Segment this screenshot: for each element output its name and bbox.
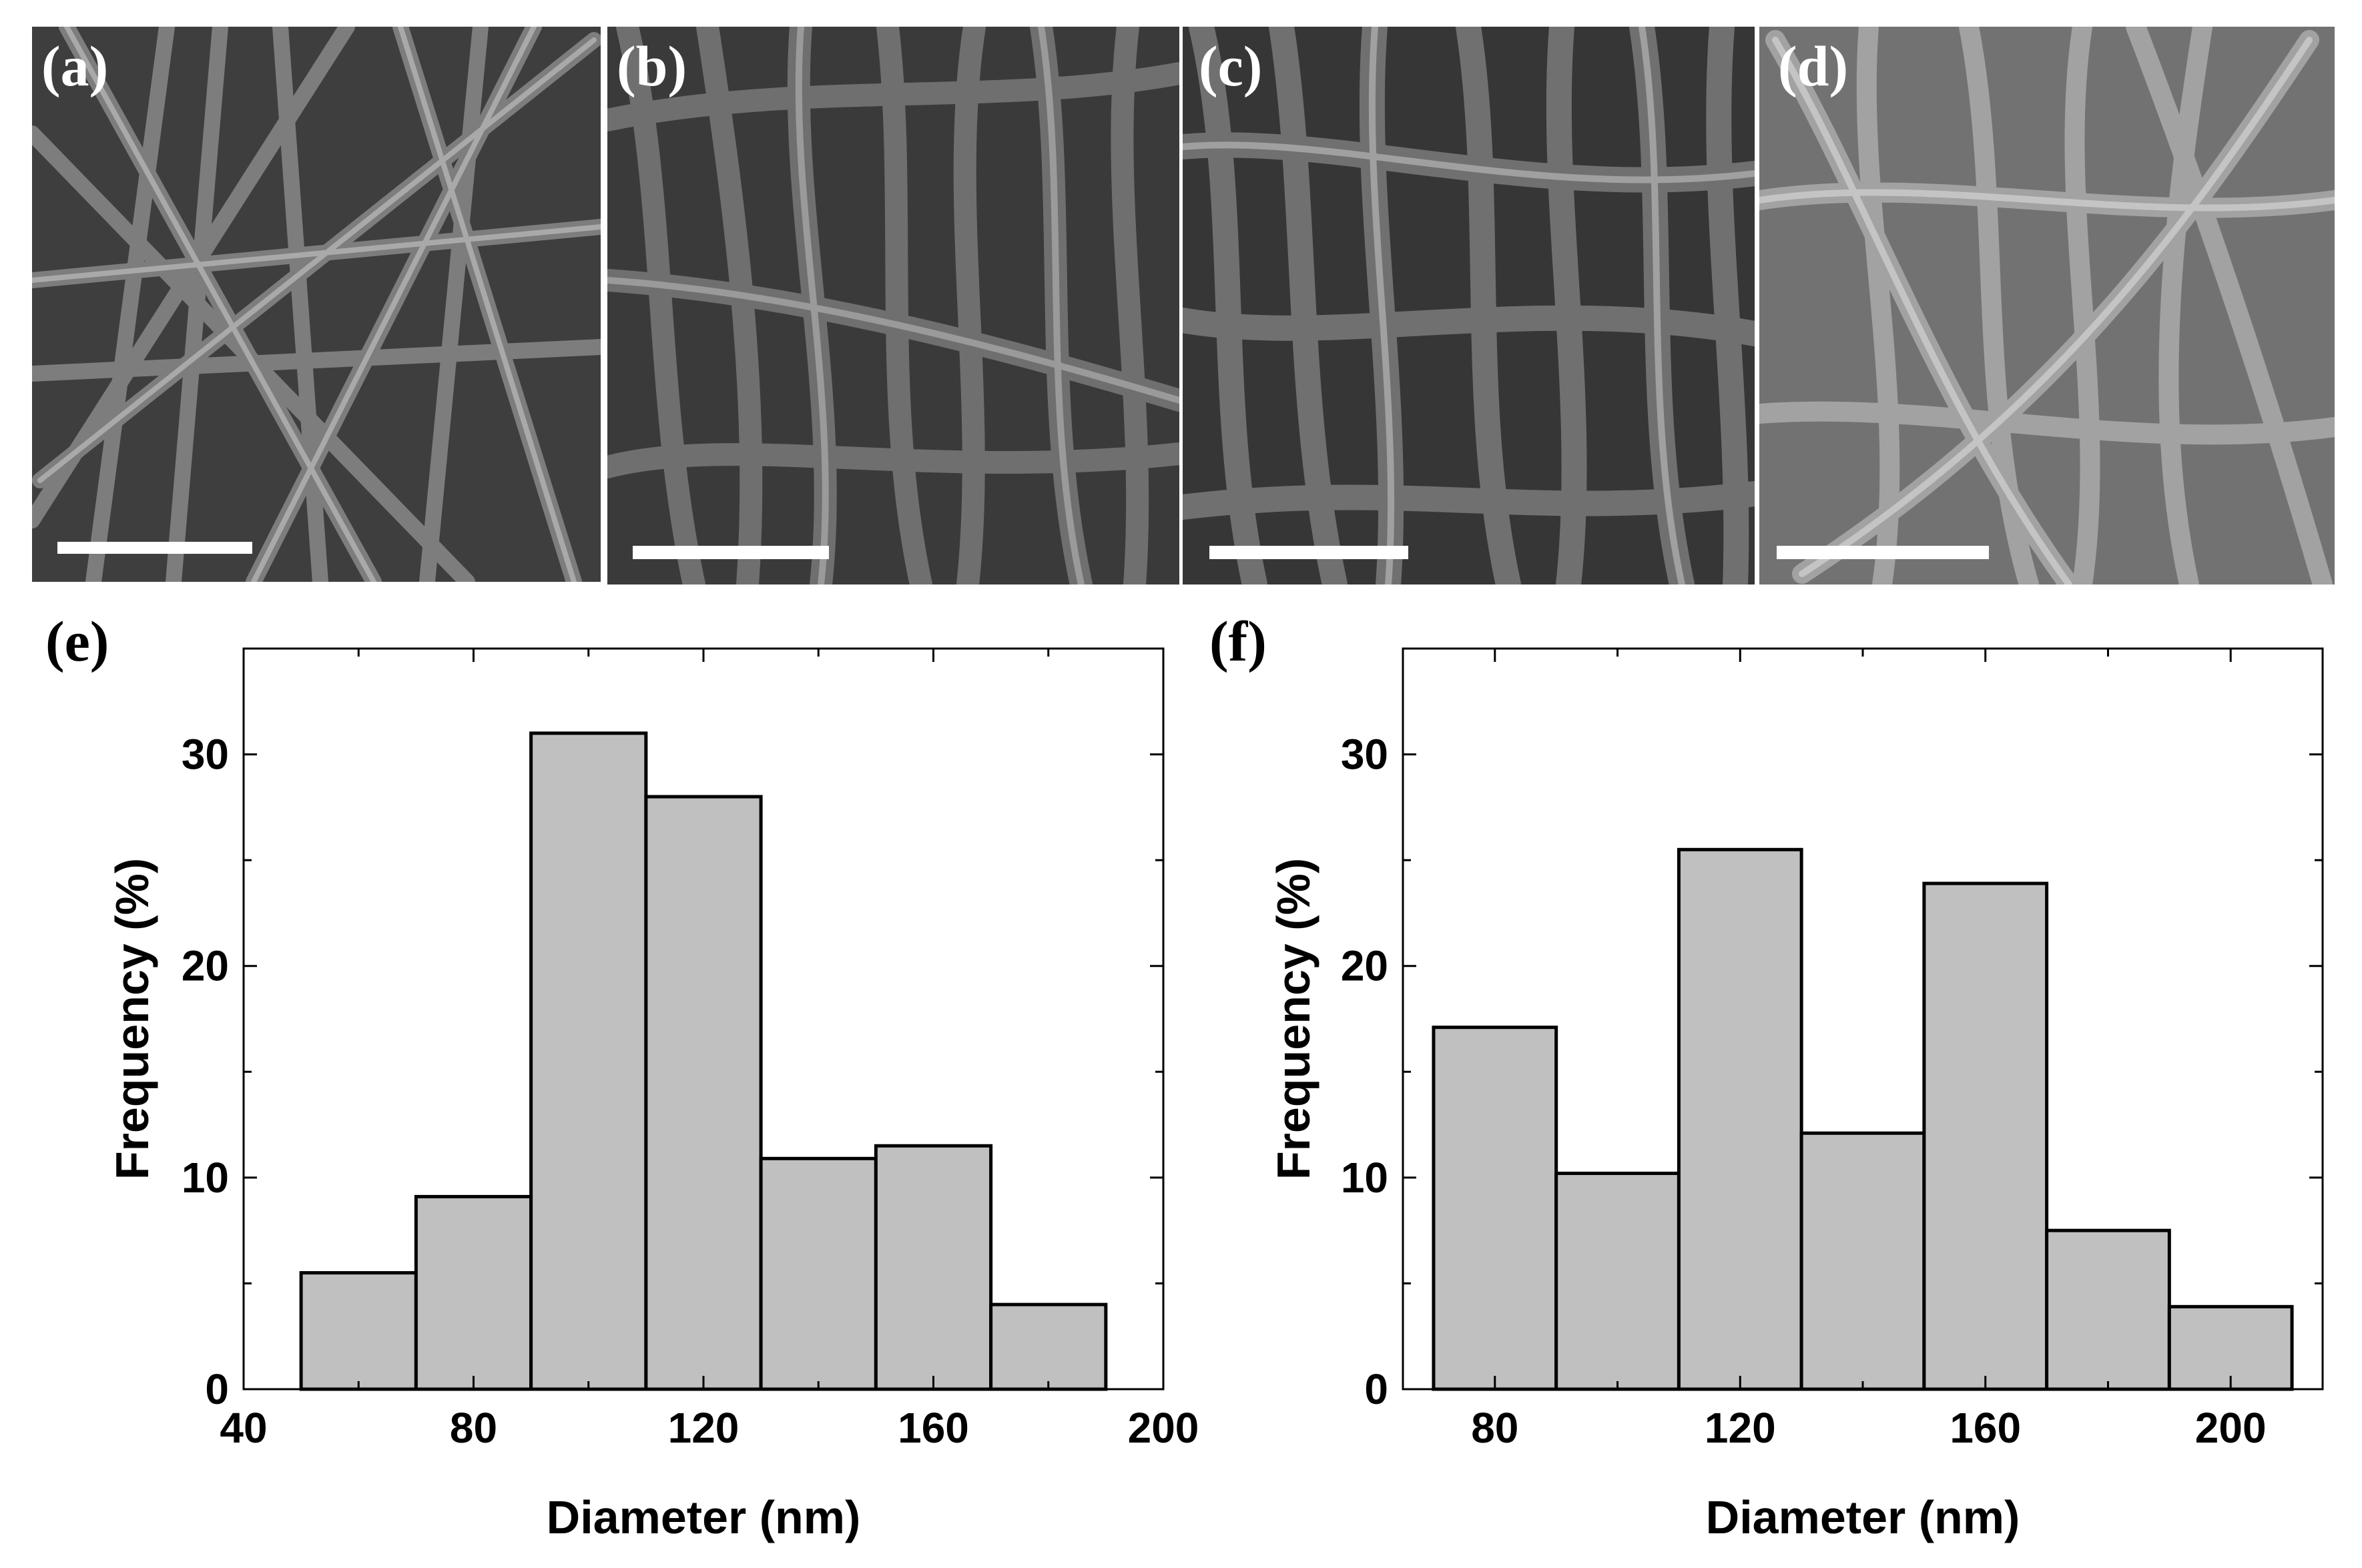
y-axis-title-e: Frequency (%) [106,858,158,1180]
x-tick-label-f-200: 200 [2195,1404,2267,1452]
x-tick-label-e-200: 200 [1128,1404,1199,1452]
x-axis-title-f: Diameter (nm) [1706,1491,2020,1543]
x-tick-label-e-40: 40 [220,1404,267,1452]
bar-e-140 [759,1156,878,1391]
tick-labels-e: 40 80 120 160 200 0 10 20 30 [182,731,1199,1452]
bar-e-100 [529,731,648,1391]
bars-e [299,731,1108,1391]
panel-label-b: (b) [617,34,687,98]
y-tick-label-e-10: 10 [182,1154,229,1202]
x-tick-label-f-80: 80 [1471,1404,1518,1452]
bar-e-60 [299,1271,418,1391]
sem-panel-a: (a) [32,27,601,582]
scale-bar-b [633,546,829,559]
bars-f [1432,847,2294,1391]
scale-bar-d [1777,546,1989,559]
ticks-f [1403,647,2323,1391]
panel-label-d: (d) [1778,34,1848,98]
x-tick-label-e-160: 160 [898,1404,969,1452]
x-axis-title-e: Diameter (nm) [547,1491,861,1543]
y-tick-label-e-0: 0 [205,1365,229,1413]
sem-panel-b: (b) [607,27,1179,584]
y-tick-label-f-30: 30 [1341,731,1388,779]
bar-e-120 [644,795,763,1391]
histogram-e: (e) 40 80 120 160 200 0 10 20 30 Diameter (nm) F… [45,609,1199,1543]
bar-e-80 [414,1194,533,1391]
panel-label-f: (f) [1209,609,1267,673]
bar-e-160 [874,1144,993,1391]
x-tick-label-f-160: 160 [1950,1404,2021,1452]
sem-panel-c: (c) [1183,27,1755,584]
bar-f-100 [1554,1172,1681,1391]
bar-f-160 [1922,881,2049,1391]
sem-fibers-c [1183,27,1755,584]
x-tick-label-f-120: 120 [1705,1404,1776,1452]
y-tick-label-e-30: 30 [182,731,229,779]
ticks-e [242,647,1165,1391]
panel-label-a: (a) [41,34,108,98]
sem-fibers-a [32,27,601,582]
bar-f-120 [1677,847,1803,1391]
scale-bar-a [57,542,252,554]
panel-label-e: (e) [45,609,109,673]
y-tick-label-e-20: 20 [182,942,229,990]
x-tick-label-e-80: 80 [450,1404,497,1452]
histogram-f: (f) 80 120 160 200 0 10 20 30 Diameter (nm) Fre… [1209,609,2324,1543]
sem-fibers-b [607,27,1179,584]
y-tick-label-f-0: 0 [1364,1365,1388,1413]
bar-e-180 [989,1302,1108,1391]
bar-f-180 [2045,1228,2171,1391]
bar-f-80 [1432,1026,1558,1391]
y-tick-label-f-20: 20 [1341,942,1388,990]
panel-label-c: (c) [1199,34,1262,98]
y-tick-label-f-10: 10 [1341,1154,1388,1202]
sem-fibers-d [1759,27,2335,584]
sem-panel-d: (d) [1759,27,2335,584]
bar-f-200 [2167,1304,2294,1391]
y-axis-title-f: Frequency (%) [1267,858,1319,1180]
x-tick-label-e-120: 120 [668,1404,740,1452]
tick-labels-f: 80 120 160 200 0 10 20 30 [1341,731,2267,1452]
scale-bar-c [1209,546,1408,559]
bar-f-140 [1799,1131,1926,1391]
